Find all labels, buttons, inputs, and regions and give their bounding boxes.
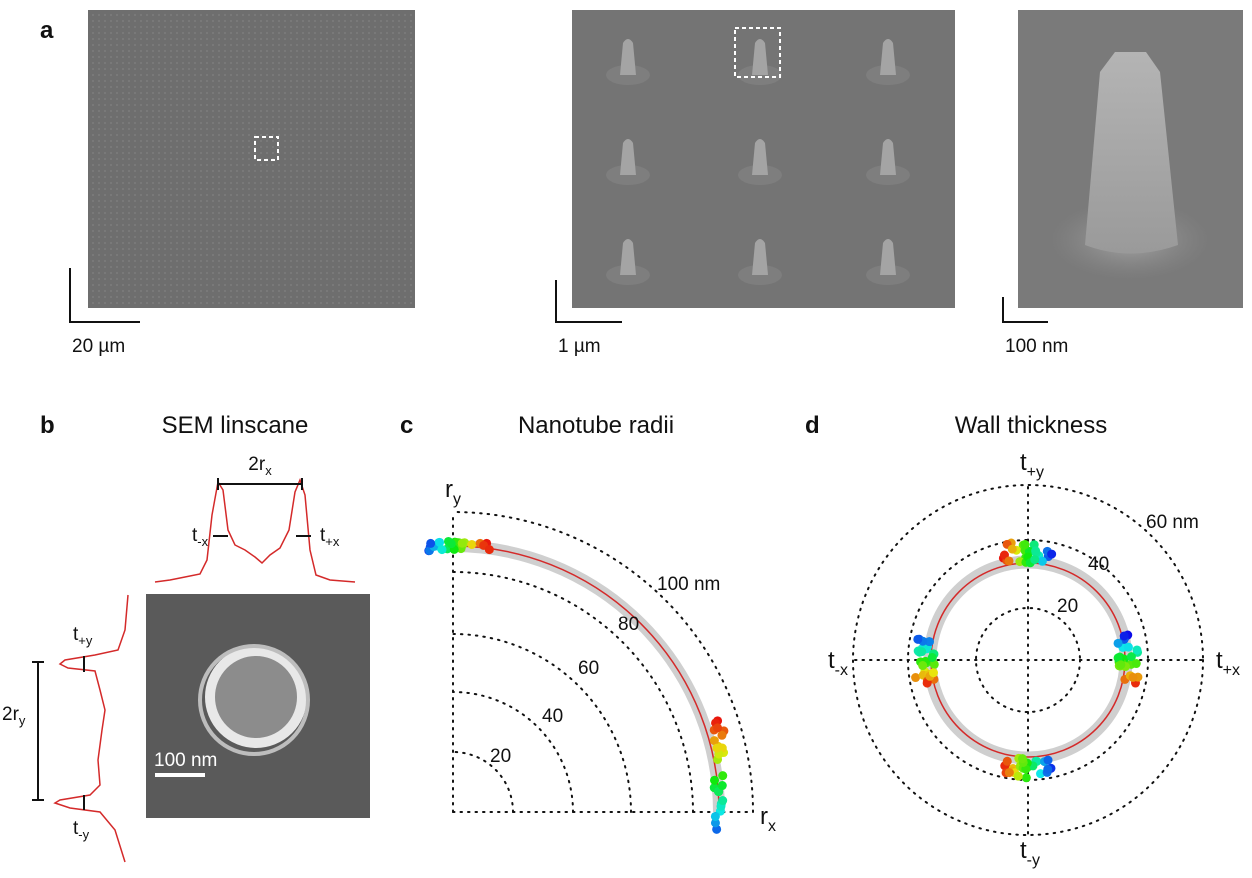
data-dot xyxy=(1005,556,1014,565)
ring-label: 40 xyxy=(542,706,563,727)
label-sub: -x xyxy=(197,534,208,549)
data-dot xyxy=(1022,773,1031,782)
label-main: r xyxy=(445,476,453,503)
dimension-label: 2ry xyxy=(2,704,26,728)
label-main: 2r xyxy=(2,704,20,725)
data-dot xyxy=(447,539,456,548)
data-dot xyxy=(1114,639,1123,648)
data-dot xyxy=(718,781,727,790)
label-sub: x xyxy=(768,818,776,835)
data-dot xyxy=(913,635,922,644)
panel-label: d xyxy=(805,412,820,439)
thickness-label: t-x xyxy=(192,525,209,549)
panel-title: Wall thickness xyxy=(955,412,1107,439)
ring xyxy=(453,512,753,812)
ring-label: 20 xyxy=(1057,596,1078,617)
data-dot xyxy=(710,776,719,785)
data-dot xyxy=(1018,754,1027,763)
panel-label: b xyxy=(40,412,55,439)
scale-bar xyxy=(155,773,205,777)
label-sub: +x xyxy=(325,534,340,549)
data-dot xyxy=(712,744,721,753)
data-dot xyxy=(1003,757,1012,766)
axis-label: t-x xyxy=(828,647,848,679)
data-dot xyxy=(467,540,476,549)
data-dot xyxy=(1021,540,1030,549)
dimension-label: 2rx xyxy=(248,454,272,478)
label-sub: +y xyxy=(78,633,93,648)
data-dot xyxy=(911,673,920,682)
data-dot xyxy=(437,545,446,554)
scale-label: 20 µm xyxy=(72,336,125,357)
data-dot xyxy=(1038,557,1047,566)
axis-label: ry xyxy=(445,476,461,508)
ring-label: 80 xyxy=(618,614,639,635)
data-dot xyxy=(1116,660,1125,669)
label-sub: -y xyxy=(78,827,89,842)
data-dot xyxy=(1124,643,1133,652)
label-main: 2r xyxy=(248,454,266,475)
axis-label: rx xyxy=(760,803,776,835)
data-dot xyxy=(1132,659,1141,668)
data-dot xyxy=(711,812,720,821)
label-sub: y xyxy=(19,713,26,728)
axis-label: t-y xyxy=(1020,837,1040,869)
label-main: r xyxy=(760,803,768,830)
data-dot xyxy=(426,539,435,548)
thickness-label: t+y xyxy=(73,624,93,648)
data-dot xyxy=(918,661,927,670)
figure: a 20 µm 1 µm 100 nm b SEM linscane 2rx t… xyxy=(0,0,1252,878)
ring-label: 40 xyxy=(1088,554,1109,575)
data-dot xyxy=(1030,555,1039,564)
panel-label: a xyxy=(40,17,54,44)
axis-label: t+y xyxy=(1020,449,1044,481)
data-dot xyxy=(713,723,722,732)
data-dot xyxy=(1031,546,1040,555)
ring-label: 60 xyxy=(578,658,599,679)
panel-title: Nanotube radii xyxy=(518,412,674,439)
label-sub: +x xyxy=(1223,662,1240,679)
panel-label: c xyxy=(400,412,413,439)
data-dot xyxy=(1047,550,1056,559)
label-sub: -x xyxy=(835,662,848,679)
panel-title: SEM linscane xyxy=(162,412,309,439)
scale-label: 1 µm xyxy=(558,336,601,357)
dimension-arrow xyxy=(218,478,302,490)
ring xyxy=(453,572,693,812)
thickness-label: t-y xyxy=(73,818,90,842)
data-dot xyxy=(458,539,467,548)
data-dot xyxy=(1120,631,1129,640)
ring-label: 60 nm xyxy=(1146,512,1199,533)
data-dot xyxy=(718,796,727,805)
scale-label: 100 nm xyxy=(1005,336,1068,357)
ring-label: 20 xyxy=(490,746,511,767)
data-dot xyxy=(1044,756,1053,765)
data-dot xyxy=(1005,768,1014,777)
label-sub: y xyxy=(453,491,461,508)
data-dot xyxy=(485,545,494,554)
nanotube xyxy=(210,651,302,743)
data-dot xyxy=(929,668,938,677)
data-dot xyxy=(1014,772,1023,781)
polar-grid xyxy=(853,485,1203,835)
label-sub: x xyxy=(265,463,272,478)
label-sub: -y xyxy=(1027,852,1040,869)
label-sub: +y xyxy=(1027,464,1044,481)
dimension-arrow xyxy=(32,662,44,800)
data-dot xyxy=(917,647,926,656)
data-dot xyxy=(928,653,937,662)
data-dot xyxy=(1132,645,1141,654)
sem-image xyxy=(88,10,415,308)
thickness-label: t+x xyxy=(320,525,340,549)
axis-label: t+x xyxy=(1216,647,1240,679)
scale-label: 100 nm xyxy=(154,750,217,771)
data-dot xyxy=(718,771,727,780)
ring-label: 100 nm xyxy=(657,574,720,595)
data-dot xyxy=(1043,765,1052,774)
data-dot xyxy=(1008,545,1017,554)
data-dot xyxy=(1129,673,1138,682)
